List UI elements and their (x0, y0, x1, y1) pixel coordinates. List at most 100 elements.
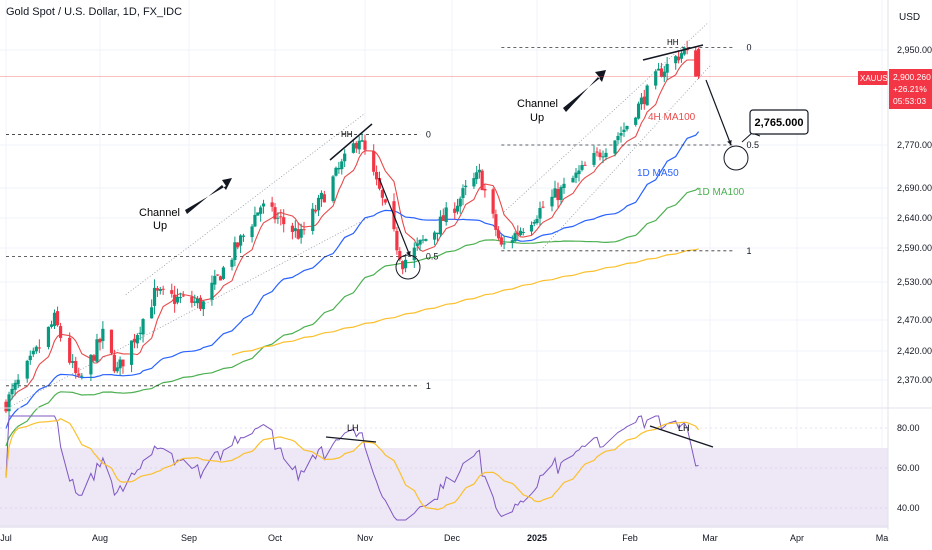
candle-body (592, 152, 596, 165)
rsi-tick-label: 40.00 (897, 503, 920, 513)
candle-body (37, 347, 41, 349)
candle-body (31, 350, 35, 355)
candle-body (395, 230, 399, 251)
candle-body (354, 142, 358, 149)
candle-body (639, 97, 644, 105)
candle-body (282, 217, 286, 225)
y-tick-label: 2,370.000 (897, 375, 932, 385)
fib-label: 1 (426, 381, 431, 391)
candle-body (198, 297, 203, 309)
candle-body (239, 235, 243, 246)
candle-body (674, 56, 678, 64)
rsi-tick-label: 80.00 (897, 423, 920, 433)
candle-body (491, 189, 495, 214)
target-circle-2 (723, 145, 749, 171)
candle-body (256, 212, 260, 216)
candle-body (595, 151, 599, 153)
rsi-band (0, 448, 888, 528)
candle-body (401, 261, 405, 270)
candle-body (613, 140, 617, 154)
candle-body (296, 229, 300, 239)
channel-1-lower (5, 217, 369, 410)
drop-arrow-2-head (727, 140, 732, 145)
channel-up-1-line2: Up (153, 220, 167, 232)
candle-body (532, 222, 536, 224)
x-tick-label: Sep (181, 533, 197, 543)
candle-body (604, 152, 608, 158)
candlesticks (4, 40, 701, 418)
candle-body (636, 103, 641, 119)
candle-body (383, 199, 387, 203)
candle-body (49, 324, 54, 327)
candle-body (435, 232, 440, 235)
candle-body (654, 71, 658, 86)
price-tag-price: 2,900.260 (893, 72, 931, 82)
candle-body (659, 68, 664, 77)
candle-body (261, 203, 266, 207)
candle-body (58, 326, 63, 338)
candle-body (16, 379, 20, 385)
candle-body (472, 178, 476, 187)
candle-body (433, 232, 437, 240)
currency-label: USD (899, 12, 920, 23)
candle-body (645, 85, 649, 106)
candle-body (438, 216, 442, 235)
candle-body (216, 274, 220, 276)
rsi-tick-label: 60.00 (897, 463, 920, 473)
fib-label: 0.5 (426, 252, 439, 262)
candle-body (619, 133, 623, 136)
y-tick-label: 2,590.000 (897, 243, 932, 253)
candle-body (372, 151, 376, 172)
candle-body (46, 326, 51, 347)
candle-body (404, 259, 408, 269)
candle-body (334, 167, 338, 176)
candle-body (150, 307, 154, 319)
channel-up-2-line1: Channel (517, 98, 558, 110)
candle-body (121, 359, 125, 367)
candle-body (311, 208, 315, 231)
channel-up-1-line1: Channel (139, 207, 180, 219)
candle-body (230, 259, 234, 267)
candle-body (679, 53, 684, 59)
candle-body (181, 295, 185, 297)
candle-body (331, 176, 335, 201)
candle-body (538, 208, 542, 219)
candle-body (521, 231, 525, 233)
channel-lines (5, 23, 711, 410)
candle-body (141, 319, 145, 335)
x-tick-label: Dec (444, 533, 461, 543)
candle-body (444, 207, 448, 223)
candle-body (118, 359, 122, 369)
candle-body (363, 140, 367, 150)
candle-body (316, 197, 321, 211)
lh-line-1 (325, 436, 377, 443)
candle-body (398, 250, 402, 260)
candle-body (634, 117, 638, 125)
candle-body (583, 164, 587, 166)
fib-label: 1 (746, 246, 751, 256)
candle-body (34, 346, 38, 352)
price-tag-change: +26.21% (893, 84, 927, 94)
candle-body (483, 188, 487, 191)
candle-body (155, 288, 160, 291)
candle-body (158, 289, 162, 291)
candle-body (201, 301, 205, 310)
candle-body (290, 225, 295, 232)
candle-body (380, 190, 384, 198)
candle-body (562, 183, 566, 189)
x-tick-label: Aug (92, 533, 108, 543)
candle-body (10, 388, 14, 395)
candle-body (259, 207, 263, 214)
candle-body (571, 177, 575, 183)
candle-body (55, 311, 60, 326)
symbol-tag (858, 71, 888, 85)
candle-body (193, 301, 197, 303)
candle-body (357, 140, 361, 150)
x-tick-label: Ma (876, 533, 889, 543)
candle-body (642, 96, 646, 105)
candle-body (513, 233, 517, 242)
candle-body (221, 267, 225, 279)
candle-body (28, 355, 32, 361)
